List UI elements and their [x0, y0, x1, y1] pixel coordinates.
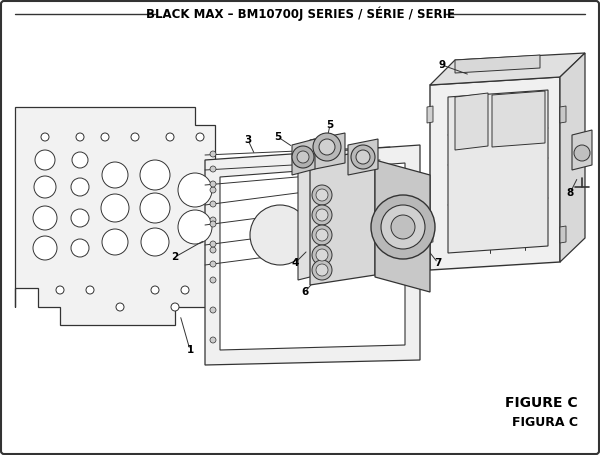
Circle shape	[210, 337, 216, 343]
Circle shape	[574, 145, 590, 161]
Text: 7: 7	[434, 258, 442, 268]
Circle shape	[292, 146, 314, 168]
Polygon shape	[15, 107, 215, 325]
Polygon shape	[298, 165, 318, 280]
Circle shape	[391, 215, 415, 239]
Circle shape	[116, 303, 124, 311]
Polygon shape	[375, 160, 430, 292]
Circle shape	[316, 229, 328, 241]
Polygon shape	[310, 133, 345, 170]
Circle shape	[210, 201, 216, 207]
Circle shape	[33, 206, 57, 230]
Circle shape	[72, 152, 88, 168]
Polygon shape	[572, 130, 592, 170]
Circle shape	[210, 307, 216, 313]
Circle shape	[166, 133, 174, 141]
Circle shape	[56, 286, 64, 294]
Circle shape	[35, 150, 55, 170]
Circle shape	[356, 150, 370, 164]
Text: 6: 6	[301, 287, 308, 297]
Text: FIGURA C: FIGURA C	[512, 415, 578, 429]
Circle shape	[140, 160, 170, 190]
Polygon shape	[455, 55, 540, 73]
Polygon shape	[560, 226, 566, 243]
Circle shape	[210, 277, 216, 283]
Text: 9: 9	[439, 60, 446, 70]
Circle shape	[196, 133, 204, 141]
Circle shape	[351, 145, 375, 169]
Circle shape	[316, 264, 328, 276]
Polygon shape	[430, 77, 560, 270]
Circle shape	[71, 178, 89, 196]
Circle shape	[300, 195, 360, 255]
Circle shape	[351, 191, 405, 245]
Polygon shape	[292, 139, 315, 175]
Text: 1: 1	[187, 345, 194, 355]
Circle shape	[210, 247, 216, 253]
Polygon shape	[455, 93, 488, 150]
Circle shape	[381, 205, 425, 249]
Circle shape	[131, 133, 139, 141]
Circle shape	[210, 221, 216, 227]
Text: 3: 3	[244, 135, 251, 145]
Circle shape	[316, 249, 328, 261]
Circle shape	[33, 236, 57, 260]
Circle shape	[102, 229, 128, 255]
Circle shape	[178, 173, 212, 207]
Circle shape	[312, 185, 332, 205]
Circle shape	[210, 151, 216, 157]
Text: 5: 5	[326, 120, 334, 130]
Polygon shape	[427, 226, 433, 243]
Circle shape	[210, 261, 216, 267]
Circle shape	[312, 205, 332, 225]
Circle shape	[171, 303, 179, 311]
Circle shape	[313, 133, 341, 161]
Circle shape	[41, 133, 49, 141]
Circle shape	[76, 133, 84, 141]
Circle shape	[71, 209, 89, 227]
Circle shape	[312, 260, 332, 280]
Text: 8: 8	[566, 188, 574, 198]
Circle shape	[312, 245, 332, 265]
Circle shape	[312, 225, 332, 245]
Text: 2: 2	[172, 252, 179, 262]
Circle shape	[102, 162, 128, 188]
Circle shape	[297, 151, 309, 163]
Circle shape	[371, 195, 435, 259]
Polygon shape	[220, 163, 405, 350]
Text: BLACK MAX – BM10700J SERIES / SÉRIE / SERIE: BLACK MAX – BM10700J SERIES / SÉRIE / SE…	[146, 7, 455, 21]
Polygon shape	[430, 53, 585, 85]
Circle shape	[86, 286, 94, 294]
Polygon shape	[205, 145, 420, 365]
Circle shape	[34, 176, 56, 198]
Text: 5: 5	[274, 132, 281, 142]
Polygon shape	[448, 90, 548, 253]
Circle shape	[316, 189, 328, 201]
Circle shape	[101, 133, 109, 141]
Circle shape	[71, 239, 89, 257]
Circle shape	[141, 228, 169, 256]
Circle shape	[101, 194, 129, 222]
Circle shape	[210, 217, 216, 223]
Polygon shape	[492, 91, 545, 147]
Circle shape	[316, 209, 328, 221]
Polygon shape	[560, 53, 585, 262]
Polygon shape	[348, 139, 378, 175]
Circle shape	[210, 181, 216, 187]
Circle shape	[210, 166, 216, 172]
Circle shape	[250, 205, 310, 265]
Circle shape	[178, 210, 212, 244]
Circle shape	[181, 286, 189, 294]
Circle shape	[319, 139, 335, 155]
Circle shape	[210, 241, 216, 247]
Text: FIGURE C: FIGURE C	[505, 396, 578, 410]
Polygon shape	[560, 106, 566, 123]
Text: 4: 4	[292, 258, 299, 268]
Circle shape	[140, 193, 170, 223]
Polygon shape	[427, 106, 433, 123]
Circle shape	[210, 187, 216, 193]
Circle shape	[151, 286, 159, 294]
Polygon shape	[310, 150, 375, 285]
